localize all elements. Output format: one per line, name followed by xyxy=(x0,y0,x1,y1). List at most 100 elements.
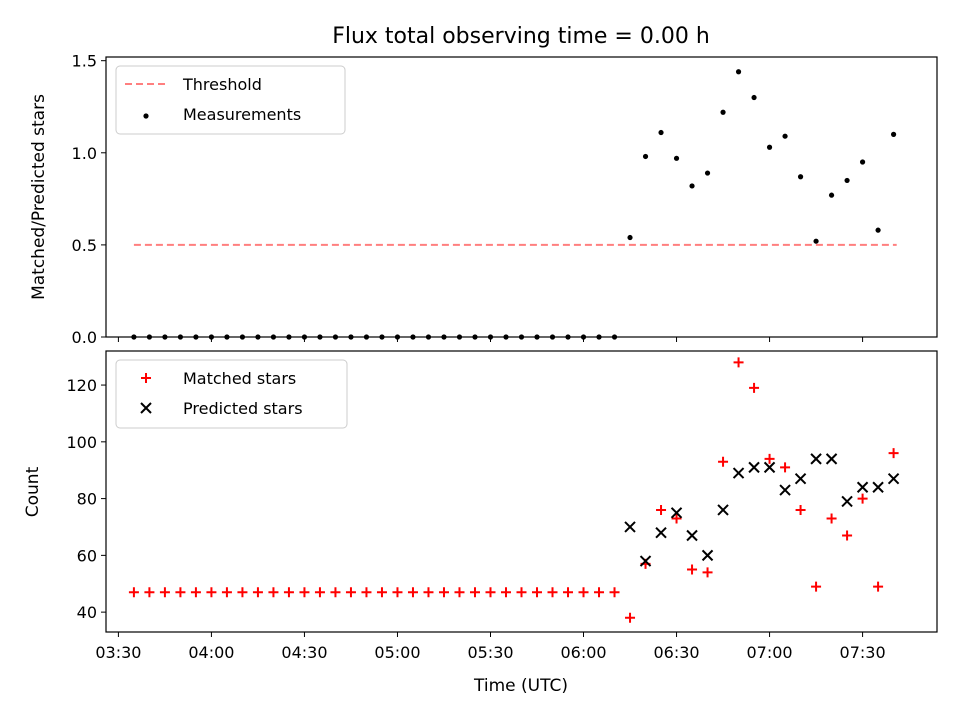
matched-stars-point xyxy=(128,587,139,598)
measurement-point xyxy=(224,334,230,340)
predicted-stars-point xyxy=(841,495,853,508)
measurement-point xyxy=(239,334,246,340)
matched-stars-point xyxy=(206,587,217,598)
matched-stars-point xyxy=(888,448,899,459)
x-tick-label: 03:30 xyxy=(95,643,141,662)
measurement-point xyxy=(441,334,447,340)
top-y-tick-label: 0.0 xyxy=(72,328,97,347)
measurement-point xyxy=(875,227,881,233)
measurement-point xyxy=(689,183,695,189)
matched-stars-point xyxy=(594,587,605,598)
measurement-point xyxy=(844,177,850,184)
matched-stars-point xyxy=(547,587,558,598)
measurement-point xyxy=(146,334,153,340)
matched-stars-point xyxy=(873,581,884,592)
predicted-stars-point xyxy=(887,473,900,485)
matched-stars-point xyxy=(407,587,418,598)
measurement-point xyxy=(503,334,509,340)
matched-stars-point xyxy=(702,567,713,578)
top-legend: Threshold Measurements xyxy=(115,65,346,135)
matched-stars-point xyxy=(314,587,325,598)
measurement-point xyxy=(890,131,897,137)
chart-title: Flux total observing time = 0.00 h xyxy=(332,24,710,49)
measurement-point xyxy=(456,334,463,340)
bottom-plot-frame xyxy=(105,350,938,633)
x-tick-label: 06:00 xyxy=(560,643,606,662)
measurement-point xyxy=(704,170,711,176)
legend-matched-marker xyxy=(141,373,151,383)
measurement-point xyxy=(518,334,525,340)
measurement-point xyxy=(379,334,385,340)
x-tick-label: 05:00 xyxy=(374,643,420,662)
predicted-stars-point xyxy=(810,453,822,465)
x-tick-label: 05:30 xyxy=(467,643,513,662)
measurement-point xyxy=(472,334,478,340)
measurement-point xyxy=(673,155,680,161)
measurement-point xyxy=(735,69,742,75)
measurement-point xyxy=(410,334,416,340)
predicted-stars-point xyxy=(701,549,714,562)
measurement-point xyxy=(627,234,633,241)
predicted-stars-point xyxy=(748,461,760,474)
predicted-stars-point xyxy=(670,507,683,519)
measurement-point xyxy=(611,334,618,340)
matched-stars-point xyxy=(563,587,574,598)
legend-label: Measurements xyxy=(183,105,301,124)
matched-stars-point xyxy=(144,587,155,598)
legend-label: Predicted stars xyxy=(183,399,303,418)
bottom-y-tick-label: 80 xyxy=(77,490,97,509)
matched-stars-point xyxy=(609,587,620,598)
measurement-point xyxy=(859,159,866,165)
measurement-point xyxy=(487,334,494,340)
measurement-point xyxy=(766,144,773,150)
matched-stars-point xyxy=(516,587,527,598)
predicted-stars-point xyxy=(763,461,776,474)
measurement-point xyxy=(270,334,277,340)
measurement-point xyxy=(549,334,556,340)
predicted-stars-point xyxy=(655,526,667,539)
matched-stars-point xyxy=(500,587,511,598)
measurement-point xyxy=(317,334,323,340)
measurement-point xyxy=(394,334,401,340)
predicted-stars-point xyxy=(794,473,807,485)
x-tick-label: 04:00 xyxy=(188,643,234,662)
matched-stars-point xyxy=(190,587,201,598)
matched-stars-point xyxy=(485,587,496,598)
matched-stars-point xyxy=(532,587,543,598)
matched-stars-point xyxy=(469,587,480,598)
matched-stars-point xyxy=(764,453,775,464)
predicted-stars-point xyxy=(639,555,652,567)
top-y-tick-label: 0.5 xyxy=(72,236,97,255)
matched-stars-point xyxy=(733,357,744,368)
matched-stars-point xyxy=(795,504,806,515)
matched-stars-point xyxy=(159,587,170,598)
top-y-tick-label: 1.0 xyxy=(72,144,97,163)
measurement-point xyxy=(131,334,137,340)
matched-stars-point xyxy=(423,587,434,598)
top-legend-box xyxy=(115,65,346,135)
measurement-point xyxy=(208,334,215,340)
top-y-axis-label: Matched/Predicted stars xyxy=(29,94,49,300)
matched-stars-point xyxy=(175,587,186,598)
matched-stars-point xyxy=(811,581,822,592)
bottom-y-tick-label: 100 xyxy=(66,433,97,452)
measurement-point xyxy=(813,238,819,244)
matched-stars-point xyxy=(749,382,760,393)
predicted-stars-point xyxy=(732,467,745,479)
measurement-point xyxy=(363,334,370,340)
bottom-y-axis-label: Count xyxy=(23,466,43,517)
matched-stars-point xyxy=(780,462,791,473)
measurement-point xyxy=(425,334,432,340)
matched-stars-point xyxy=(578,587,589,598)
legend-label: Threshold xyxy=(182,75,262,94)
matched-stars-point xyxy=(671,513,682,524)
matched-stars-point xyxy=(842,530,853,541)
legend-measurements-marker xyxy=(143,113,149,119)
measurement-point xyxy=(565,334,571,340)
bottom-panel: Count Time (UTC) 40 60 80 100 120 03:30 04:00 0… xyxy=(23,350,938,696)
x-tick-label: 07:00 xyxy=(747,643,793,662)
bottom-legend: Matched stars Predicted stars xyxy=(115,359,348,429)
x-tick-label: 04:30 xyxy=(281,643,327,662)
matched-stars-point xyxy=(718,456,729,467)
